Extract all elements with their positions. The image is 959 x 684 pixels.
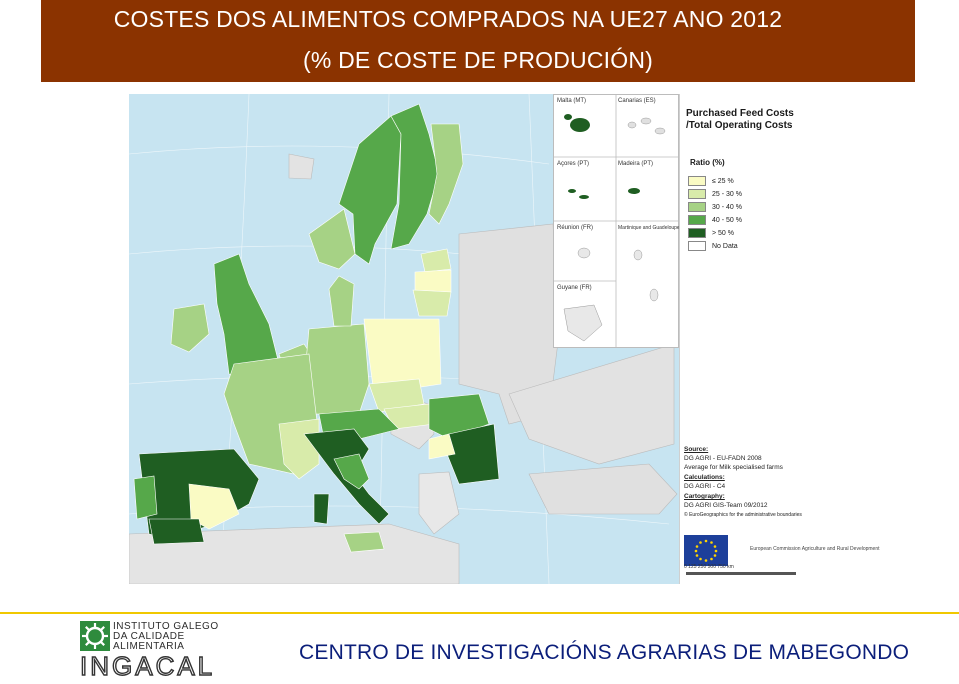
ingacal-emblem-icon bbox=[80, 621, 110, 651]
inset-label-reunion: Réunion (FR) bbox=[557, 225, 594, 231]
logo-line-1: INSTITUTO GALEGO bbox=[113, 621, 219, 632]
inset-label-azores: Açores (PT) bbox=[557, 161, 590, 167]
calculations-line: DG AGRI - C4 bbox=[684, 483, 726, 490]
eu-flag-icon bbox=[684, 535, 728, 566]
legend-swatch bbox=[688, 202, 706, 212]
legend-item-label: 40 - 50 % bbox=[712, 216, 742, 224]
source-line-2: Average for Milk specialised farms bbox=[684, 464, 783, 471]
legend-item-label: No Data bbox=[712, 242, 738, 250]
legend-title-line-1: Purchased Feed Costs bbox=[686, 108, 794, 119]
scale-bar bbox=[686, 572, 796, 575]
inset-label-malta: Malta (MT) bbox=[557, 98, 586, 104]
source-heading: Source: bbox=[684, 446, 709, 453]
logo-line-3: ALIMENTARIA bbox=[113, 641, 185, 652]
legend-item: ≤ 25 % bbox=[688, 176, 734, 186]
agency-label: European Commission Agriculture and Rura… bbox=[750, 546, 880, 552]
copyright-line: © EuroGeographics for the administrative… bbox=[684, 512, 802, 518]
title-line-1: COSTES DOS ALIMENTOS COMPRADOS NA UE27 A… bbox=[113, 6, 783, 32]
cartography-line: DG AGRI GIS-Team 09/2012 bbox=[684, 502, 768, 509]
legend-ratio-label: Ratio (%) bbox=[690, 158, 725, 167]
research-center-name: CENTRO DE INVESTIGACIÓNS AGRARIAS DE MAB… bbox=[299, 641, 910, 664]
title-line-2: (% DE COSTE DE PRODUCIÓN) bbox=[302, 47, 654, 73]
legend-item: 40 - 50 % bbox=[688, 215, 742, 225]
legend-item: 30 - 40 % bbox=[688, 202, 742, 212]
legend-title-line-2: /Total Operating Costs bbox=[686, 120, 793, 131]
legend-item: 25 - 30 % bbox=[688, 189, 742, 199]
map-legend: Purchased Feed Costs /Total Operating Co… bbox=[679, 94, 830, 584]
inset-maps-graphic bbox=[554, 95, 678, 347]
legend-swatch bbox=[688, 189, 706, 199]
cartography-heading: Cartography: bbox=[684, 493, 725, 500]
footer-divider bbox=[0, 612, 959, 614]
logo-line-2: DA CALIDADE bbox=[113, 631, 185, 642]
legend-item-label: 25 - 30 % bbox=[712, 190, 742, 198]
logo-wordmark: INGACAL bbox=[79, 650, 216, 681]
scale-labels: 0 125 250 500 750 km bbox=[684, 564, 734, 570]
legend-item-label: > 50 % bbox=[712, 229, 734, 237]
legend-item-label: 30 - 40 % bbox=[712, 203, 742, 211]
legend-swatch bbox=[688, 228, 706, 238]
inset-label-martinique: Martinique and Guadeloupe (FR) bbox=[618, 225, 692, 231]
legend-swatch bbox=[688, 176, 706, 186]
legend-item: No Data bbox=[688, 241, 738, 251]
inset-label-guyane: Guyane (FR) bbox=[557, 285, 592, 291]
legend-item: > 50 % bbox=[688, 228, 734, 238]
inset-maps-panel: Malta (MT) Canarias (ES) Açores (PT) Mad… bbox=[553, 94, 691, 348]
inset-label-madeira: Madeira (PT) bbox=[618, 161, 654, 167]
eu-stars-icon bbox=[694, 539, 718, 562]
ingacal-logo: INSTITUTO GALEGO DA CALIDADE ALIMENTARIA… bbox=[79, 621, 250, 682]
legend-swatch bbox=[688, 241, 706, 251]
title-banner: COSTES DOS ALIMENTOS COMPRADOS NA UE27 A… bbox=[41, 0, 915, 82]
source-line-1: DG AGRI - EU-FADN 2008 bbox=[684, 455, 762, 462]
legend-swatch bbox=[688, 215, 706, 225]
calculations-heading: Calculations: bbox=[684, 474, 725, 481]
inset-label-canarias: Canarias (ES) bbox=[618, 98, 656, 104]
legend-item-label: ≤ 25 % bbox=[712, 177, 734, 185]
